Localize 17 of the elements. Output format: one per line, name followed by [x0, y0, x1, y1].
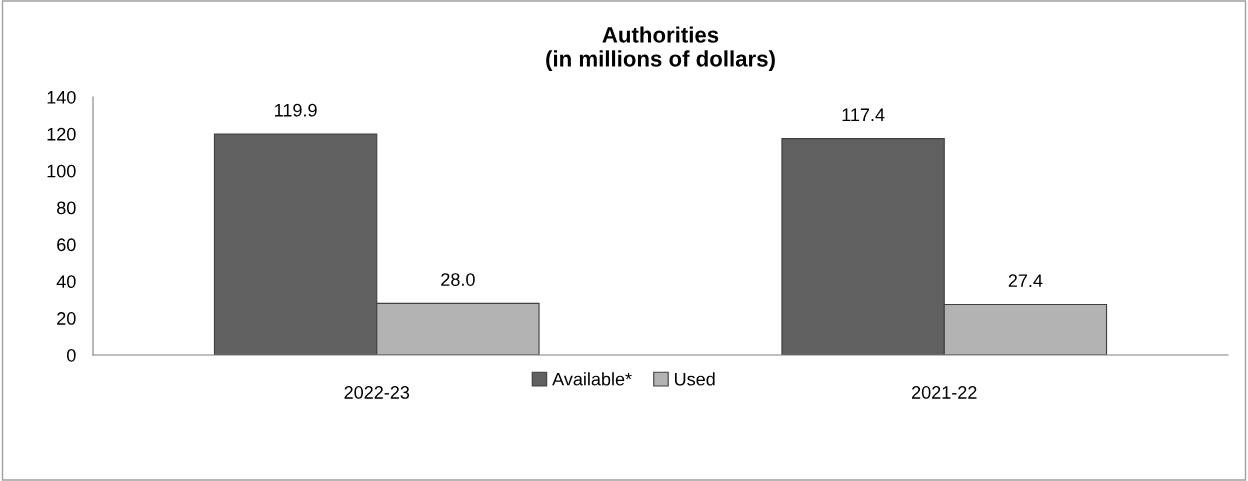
- y-tick-label: 60: [57, 238, 76, 252]
- data-label: 119.9: [275, 103, 317, 117]
- chart-title: Authorities (in millions of dollars): [546, 26, 775, 72]
- y-tick-label: 100: [47, 164, 76, 178]
- legend-label: Used: [675, 372, 715, 386]
- x-tick-label: 2021-22: [912, 386, 977, 399]
- y-tick-label: 20: [57, 312, 76, 325]
- legend-label: Available*: [552, 372, 632, 386]
- y-tick-label: 80: [57, 201, 76, 215]
- y-tick-label: 120: [47, 127, 76, 141]
- data-label: 117.4: [842, 108, 885, 122]
- y-tick-label: 40: [56, 275, 76, 289]
- y-tick-label: 0: [67, 348, 76, 362]
- data-label: 28.0: [441, 273, 475, 286]
- x-tick-label: 2022-23: [344, 386, 410, 399]
- y-tick-label: 140: [47, 90, 76, 104]
- data-label: 27.4: [1008, 274, 1043, 287]
